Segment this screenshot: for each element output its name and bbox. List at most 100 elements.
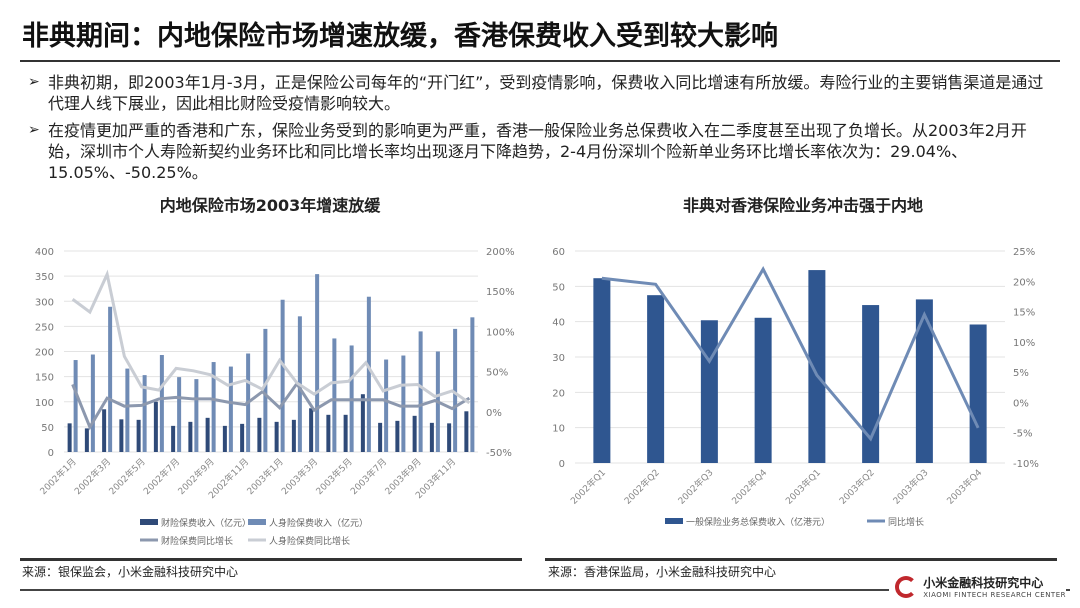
bar bbox=[315, 274, 320, 452]
bar bbox=[263, 328, 268, 452]
bar bbox=[332, 338, 337, 452]
bar bbox=[309, 408, 314, 452]
y2-tick-label: 15% bbox=[1013, 308, 1035, 319]
bar bbox=[142, 375, 147, 452]
bar bbox=[754, 317, 772, 463]
x-tick-label: 2002年Q2 bbox=[622, 467, 662, 507]
legend-label: 财险保费收入（亿元） bbox=[161, 517, 251, 529]
bar bbox=[366, 296, 371, 452]
bar bbox=[384, 359, 389, 452]
bar bbox=[401, 355, 406, 452]
series-line bbox=[71, 269, 471, 405]
legend-label: 同比增长 bbox=[888, 516, 924, 528]
x-tick-label: 2002年3月 bbox=[72, 456, 113, 497]
bar bbox=[159, 355, 164, 452]
series-line bbox=[71, 380, 471, 431]
y2-tick-label: 10% bbox=[1013, 338, 1035, 349]
y-tick-label: 10 bbox=[552, 424, 565, 435]
series-line bbox=[601, 266, 980, 442]
bar bbox=[915, 299, 933, 463]
bar bbox=[470, 317, 475, 452]
logo: 小米金融科技研究中心 XIAOMI FINTECH RESEARCH CENTER bbox=[889, 574, 1066, 599]
y2-tick-label: 50% bbox=[486, 368, 508, 379]
bar bbox=[808, 270, 826, 463]
legend-label: 财险保费同比增长 bbox=[161, 535, 233, 547]
chart-1-title: 内地保险市场2003年增速放缓 bbox=[159, 196, 381, 215]
y2-tick-label: 0% bbox=[486, 408, 502, 419]
bar bbox=[593, 278, 611, 463]
chart-1: 0 50 100 150 200 250 300 350 400 -50% 0% 50% 100% 150… bbox=[35, 247, 515, 547]
bar bbox=[280, 299, 285, 452]
source-divider-2 bbox=[545, 558, 1057, 561]
y2-tick-label: 0% bbox=[1013, 398, 1029, 409]
x-tick-label: 2003年Q3 bbox=[890, 467, 930, 507]
bar bbox=[90, 354, 95, 452]
bar bbox=[108, 306, 113, 452]
y2-tick-label: -50% bbox=[486, 448, 512, 459]
y-tick-label: 0 bbox=[48, 448, 54, 459]
bar bbox=[194, 379, 199, 452]
bar bbox=[862, 305, 880, 463]
logo-mark-icon bbox=[895, 575, 918, 598]
x-tick-label: 2003年3月 bbox=[279, 456, 320, 497]
bar bbox=[228, 366, 233, 452]
legend-swatch bbox=[248, 519, 266, 525]
x-tick-label: 2003年5月 bbox=[313, 456, 354, 497]
x-tick-label: 2003年7月 bbox=[348, 456, 389, 497]
bar bbox=[326, 414, 331, 452]
y-tick-label: 60 bbox=[552, 247, 565, 258]
x-tick-label: 2002年Q1 bbox=[568, 467, 608, 507]
bar bbox=[205, 417, 210, 452]
bar bbox=[73, 360, 78, 452]
legend-label: 人身险保费同比增长 bbox=[269, 535, 350, 547]
bar bbox=[222, 425, 227, 452]
y-tick-label: 400 bbox=[35, 247, 54, 258]
bar bbox=[395, 420, 400, 452]
x-tick-label: 2003年Q2 bbox=[837, 467, 877, 507]
bar bbox=[378, 422, 383, 452]
bar bbox=[211, 362, 216, 452]
y-tick-label: 250 bbox=[35, 322, 54, 333]
y-tick-label: 0 bbox=[559, 459, 565, 470]
bar bbox=[647, 295, 665, 463]
bar bbox=[700, 320, 718, 463]
bar bbox=[171, 425, 176, 452]
x-tick-label: 2002年Q4 bbox=[729, 466, 769, 506]
chart-2-title: 非典对香港保险业务冲击强于内地 bbox=[682, 196, 923, 215]
y-tick-label: 200 bbox=[35, 348, 54, 359]
x-tick-label: 2002年7月 bbox=[141, 456, 182, 497]
legend-swatch bbox=[665, 518, 683, 524]
y2-tick-label: 100% bbox=[486, 327, 515, 338]
x-tick-label: 2002年1月 bbox=[37, 456, 78, 497]
y2-tick-label: 150% bbox=[486, 287, 515, 298]
y-tick-label: 50 bbox=[41, 423, 54, 434]
bar bbox=[360, 394, 365, 452]
arrow-right-icon: ➢ bbox=[28, 74, 40, 90]
x-tick-label: 2003年Q1 bbox=[783, 467, 823, 507]
x-tick-label: 2003年1月 bbox=[244, 456, 285, 497]
bar bbox=[429, 422, 434, 452]
bar bbox=[67, 423, 72, 452]
bar bbox=[84, 428, 89, 452]
bar bbox=[418, 331, 423, 452]
bar bbox=[153, 401, 158, 452]
source-divider-1 bbox=[20, 558, 522, 561]
bar bbox=[125, 368, 130, 452]
legend-label: 一般保险业务总保费收入（亿港元） bbox=[686, 516, 830, 528]
footer-divider bbox=[20, 589, 1070, 591]
y2-tick-label: 200% bbox=[486, 247, 515, 258]
bullet-1: ➢ 非典初期，即2003年1月-3月，正是保险公司每年的“开门红”，受到疫情影响，… bbox=[28, 73, 1044, 113]
y2-tick-label: -5% bbox=[1013, 429, 1032, 440]
y-tick-label: 20 bbox=[552, 388, 565, 399]
y-tick-label: 150 bbox=[35, 373, 54, 384]
legend-label: 人身险保费收入（亿元） bbox=[269, 517, 368, 529]
y-tick-label: 40 bbox=[552, 318, 565, 329]
bar bbox=[274, 421, 279, 452]
bar bbox=[447, 423, 452, 452]
y2-tick-label: 5% bbox=[1013, 368, 1029, 379]
bar bbox=[453, 328, 458, 452]
bar bbox=[412, 415, 417, 452]
bar bbox=[119, 419, 124, 452]
x-tick-label: 2002年Q3 bbox=[675, 467, 715, 507]
source-1: 来源：银保监会，小米金融科技研究中心 bbox=[22, 565, 239, 579]
